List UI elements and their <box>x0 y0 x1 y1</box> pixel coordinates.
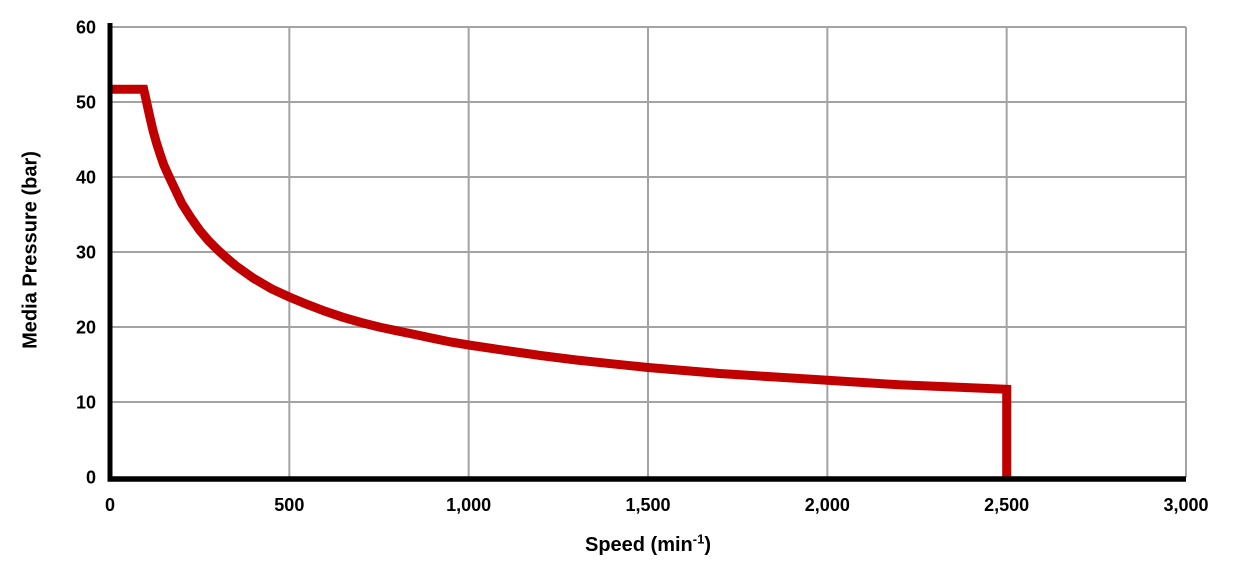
y-tick-label: 10 <box>76 393 96 413</box>
y-tick-label: 0 <box>86 468 96 488</box>
x-tick-label: 500 <box>274 495 304 515</box>
y-axis-title: Media Pressure (bar) <box>20 151 43 349</box>
x-axis-title: Speed (min-1) <box>584 531 712 557</box>
pressure-speed-limit-curve <box>110 84 1012 477</box>
x-tick-label: 2,500 <box>984 495 1029 515</box>
tick-labels: 0 10 20 30 40 50 60 0 500 1,000 1,500 2,000 2,500 3,0… <box>76 18 1209 516</box>
x-axis-title-prefix: Speed (min <box>584 534 693 556</box>
gridlines <box>110 26 1187 477</box>
x-tick-label: 3,000 <box>1163 495 1208 515</box>
curve-layer <box>110 84 1012 477</box>
x-tick-label: 1,000 <box>446 495 491 515</box>
y-tick-label: 20 <box>76 318 96 338</box>
x-axis-title-suffix: ) <box>704 534 712 556</box>
y-tick-label: 50 <box>76 93 96 113</box>
axes <box>107 23 1186 482</box>
x-axis-title-superscript: -1 <box>692 531 705 547</box>
y-tick-label: 60 <box>76 18 96 38</box>
x-tick-label: 2,000 <box>805 495 850 515</box>
y-tick-label: 30 <box>76 243 96 263</box>
x-tick-label: 0 <box>105 495 115 515</box>
y-axis-title-text: Media Pressure (bar) <box>19 151 42 349</box>
y-tick-label: 40 <box>76 168 96 188</box>
x-tick-label: 1,500 <box>625 495 670 515</box>
